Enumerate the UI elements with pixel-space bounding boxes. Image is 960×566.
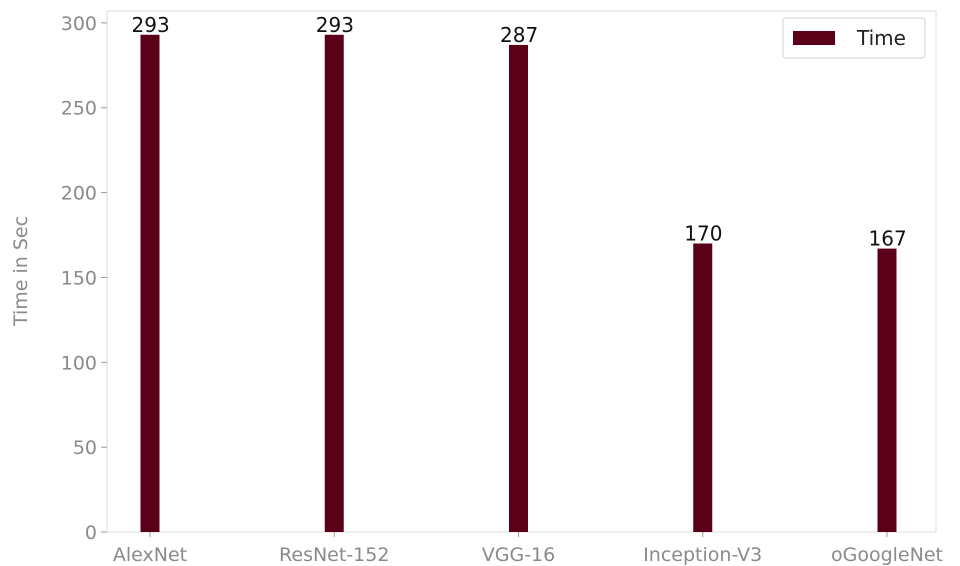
y-axis-title: Time in Sec	[10, 216, 32, 327]
bar	[140, 34, 160, 532]
bar	[693, 243, 713, 533]
bar	[509, 44, 528, 532]
data-label: 287	[500, 23, 538, 47]
y-axis: 0 50 100 150 200 250 300	[61, 13, 107, 544]
y-tick-label: 250	[61, 98, 97, 120]
legend-swatch	[793, 31, 835, 45]
x-tick-label: ResNet-152	[279, 544, 389, 566]
x-tick-label: VGG-16	[482, 544, 555, 566]
legend: Time	[782, 17, 926, 59]
data-label: 167	[869, 227, 907, 251]
bar	[324, 34, 344, 532]
legend-box	[782, 17, 926, 59]
bars	[140, 34, 897, 533]
data-label: 293	[316, 13, 354, 37]
x-tick-label: AlexNet	[113, 544, 187, 566]
y-tick-label: 300	[61, 13, 97, 35]
y-tick-label: 50	[73, 437, 97, 459]
x-tick-label: oGoogleNet	[831, 544, 943, 566]
data-label: 170	[684, 221, 722, 245]
bar	[877, 248, 897, 532]
data-labels: 293 293 287 170 167	[132, 13, 907, 251]
y-tick-label: 0	[85, 522, 97, 544]
y-tick-label: 200	[61, 183, 97, 205]
x-tick-label: Inception-V3	[643, 544, 762, 566]
y-tick-label: 150	[61, 267, 97, 289]
legend-label: Time	[856, 26, 906, 50]
data-label: 293	[132, 13, 170, 37]
x-axis: AlexNet ResNet-152 VGG-16 Inception-V3 oGoog…	[113, 532, 943, 566]
y-tick-label: 100	[61, 352, 97, 374]
